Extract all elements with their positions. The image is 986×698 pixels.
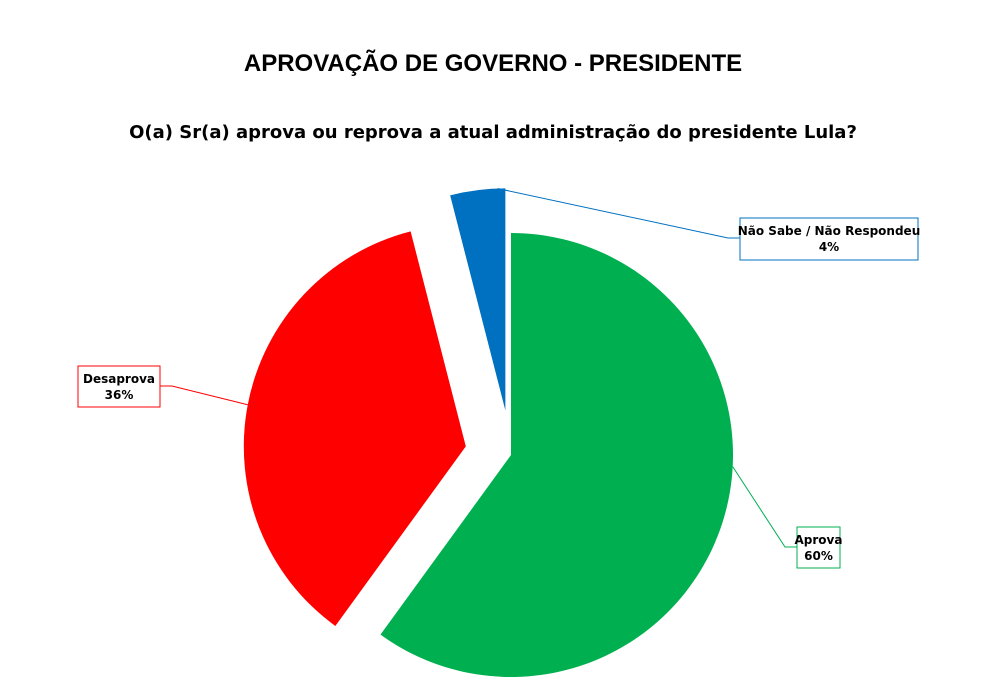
label-name: Desaprova bbox=[83, 372, 155, 386]
label-value: 4% bbox=[819, 240, 839, 254]
chart-title: APROVAÇÃO DE GOVERNO - PRESIDENTE bbox=[244, 49, 742, 77]
leader-line bbox=[732, 466, 797, 548]
pie-slice bbox=[380, 233, 734, 677]
label-value: 60% bbox=[804, 549, 833, 563]
label-value: 36% bbox=[105, 388, 134, 402]
chart-subtitle: O(a) Sr(a) aprova ou reprova a atual adm… bbox=[129, 122, 857, 143]
label-name: Aprova bbox=[795, 533, 843, 547]
label-name: Não Sabe / Não Respondeu bbox=[738, 224, 921, 238]
label-box bbox=[796, 526, 841, 569]
leader-line bbox=[160, 385, 248, 406]
label-box bbox=[739, 217, 919, 261]
pie-slice bbox=[243, 231, 466, 626]
pie-slice bbox=[450, 188, 506, 411]
leader-line bbox=[497, 188, 740, 239]
label-box bbox=[77, 365, 161, 408]
